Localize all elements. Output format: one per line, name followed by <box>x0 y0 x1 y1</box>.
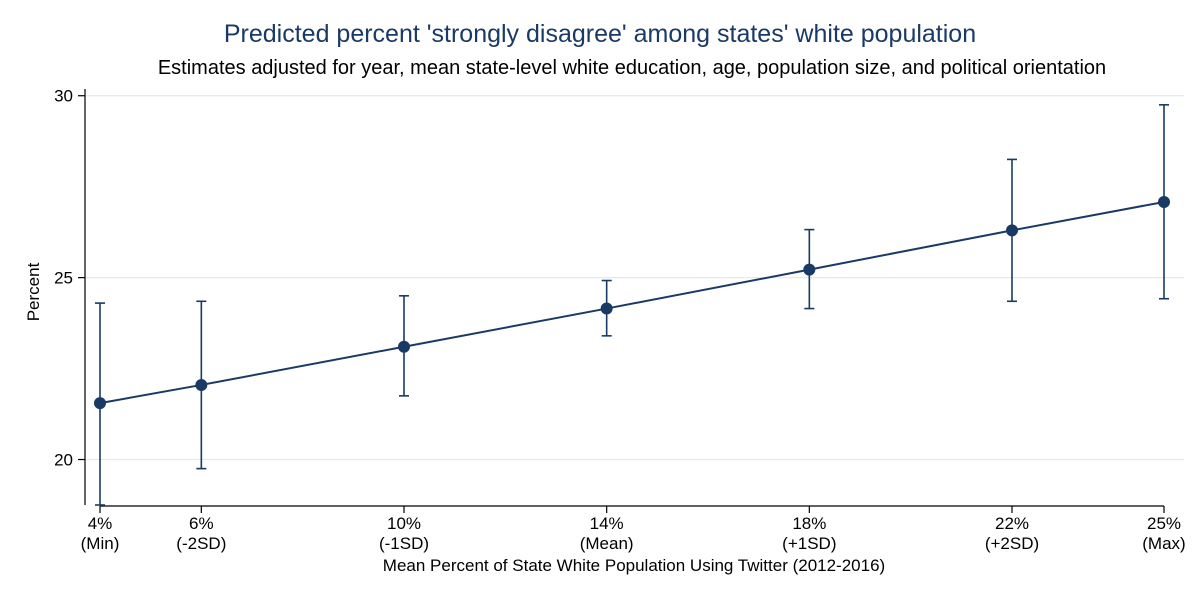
series-line <box>99 200 1165 405</box>
y-tick-label: 30 <box>54 87 73 106</box>
x-tick-label: (-1SD) <box>379 534 429 553</box>
y-axis-title: Percent <box>24 262 43 321</box>
axis-layer <box>84 89 1164 507</box>
data-point <box>1158 195 1170 208</box>
x-tick-label: (Mean) <box>580 534 634 553</box>
series-layer <box>94 104 1170 506</box>
data-point <box>1006 224 1018 237</box>
chart-subtitle: Estimates adjusted for year, mean state-… <box>157 57 1107 79</box>
y-tick-label: 25 <box>54 269 73 288</box>
data-point <box>195 378 208 391</box>
x-tick-label: (Max) <box>1142 534 1185 553</box>
x-tick-label: (-2SD) <box>176 534 226 553</box>
x-tick-label: 18% <box>792 514 826 533</box>
x-tick-label: 22% <box>995 514 1029 533</box>
data-point <box>803 263 816 276</box>
x-tick-label: 10% <box>387 514 421 533</box>
data-point <box>600 302 613 315</box>
chart-title: Predicted percent 'strongly disagree' am… <box>223 20 977 48</box>
x-axis-title: Mean Percent of State White Population U… <box>383 556 885 575</box>
y-tick-label: 20 <box>54 451 73 470</box>
data-point <box>398 340 410 353</box>
x-tick-label: (+2SD) <box>985 534 1039 553</box>
grid-layer <box>86 95 1184 461</box>
x-tick-label: 6% <box>189 514 214 533</box>
x-tick-label: (Min) <box>81 534 120 553</box>
ticks-layer: 20 25 30 4%(Min) 6%(-2SD) 10%(-1SD) 14%(Mean) 1… <box>54 87 1186 553</box>
data-point <box>94 397 106 410</box>
x-tick-label: 25% <box>1147 514 1181 533</box>
x-tick-label: 4% <box>88 514 113 533</box>
x-tick-label: (+1SD) <box>782 534 836 553</box>
x-tick-label: 14% <box>590 514 624 533</box>
